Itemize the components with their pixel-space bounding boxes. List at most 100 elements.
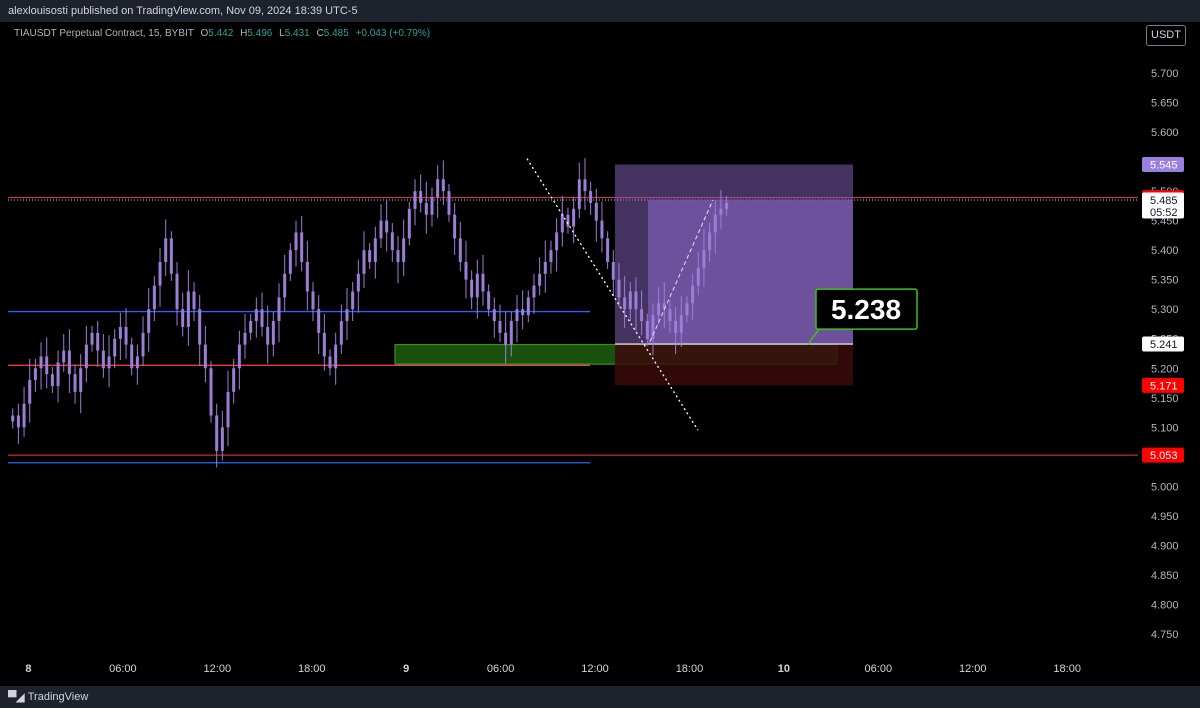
candle-body bbox=[175, 273, 179, 310]
candle bbox=[181, 292, 185, 337]
candle bbox=[124, 308, 128, 359]
candle bbox=[651, 303, 655, 356]
candle bbox=[685, 296, 689, 323]
candle bbox=[50, 367, 54, 394]
candle bbox=[617, 263, 621, 307]
candle bbox=[254, 297, 258, 338]
candle-body bbox=[702, 250, 706, 268]
candle-body bbox=[84, 344, 88, 369]
candle bbox=[243, 313, 247, 359]
candle-body bbox=[56, 362, 60, 386]
change-value: +0.043 (+0.79%) bbox=[355, 28, 431, 39]
candle-body bbox=[232, 368, 236, 392]
candle-body bbox=[424, 202, 428, 215]
candle bbox=[266, 305, 270, 364]
candle bbox=[198, 295, 202, 366]
candle bbox=[135, 344, 139, 385]
candle-body bbox=[317, 309, 321, 333]
candle-body bbox=[362, 250, 366, 274]
currency-button[interactable]: USDT bbox=[1146, 25, 1186, 46]
candle bbox=[424, 181, 428, 234]
price-callout: 5.238 bbox=[807, 288, 918, 345]
candle-body bbox=[657, 303, 661, 316]
candle-body bbox=[538, 273, 542, 286]
candle bbox=[611, 250, 615, 297]
candle-body bbox=[209, 368, 213, 416]
price-tag-support-red: 5.053 bbox=[1142, 447, 1184, 463]
candle-body bbox=[594, 202, 598, 221]
candle-body bbox=[419, 191, 423, 203]
candle bbox=[441, 160, 445, 206]
candle bbox=[481, 254, 485, 306]
candle-body bbox=[691, 285, 695, 304]
price-tick: 4.800 bbox=[1151, 599, 1179, 611]
candle-body bbox=[583, 179, 587, 192]
candle-body bbox=[220, 427, 224, 451]
candle bbox=[373, 226, 377, 279]
candle-body bbox=[181, 309, 185, 327]
candle bbox=[413, 179, 417, 226]
price-tick: 4.750 bbox=[1151, 629, 1179, 641]
candle-body bbox=[589, 191, 593, 203]
candle-body bbox=[475, 273, 479, 298]
candle bbox=[351, 282, 355, 322]
time-tick: 18:00 bbox=[298, 663, 326, 675]
price-tick: 5.100 bbox=[1151, 422, 1179, 434]
candle-body bbox=[294, 232, 298, 251]
candle-body bbox=[288, 250, 292, 274]
candle bbox=[702, 228, 706, 287]
candle-body bbox=[515, 309, 519, 322]
candle-body bbox=[600, 220, 604, 239]
candle-body bbox=[549, 250, 553, 262]
price-tag-text: 5.171 bbox=[1150, 380, 1178, 392]
time-tick: 12:00 bbox=[204, 663, 232, 675]
price-tick: 5.600 bbox=[1151, 127, 1179, 139]
candle bbox=[725, 195, 729, 216]
candle-body bbox=[345, 309, 349, 322]
projection-line bbox=[649, 199, 714, 342]
brand-label: TradingView bbox=[27, 691, 89, 703]
candle-body bbox=[118, 326, 122, 339]
time-tick: 06:00 bbox=[109, 663, 137, 675]
candle-body bbox=[283, 273, 287, 298]
price-chart[interactable]: 5.2385.7005.6505.6005.5505.5005.4505.400… bbox=[0, 22, 1200, 686]
chart-area[interactable]: 5.2385.7005.6505.6005.5505.5005.4505.400… bbox=[0, 22, 1200, 686]
candle bbox=[45, 337, 49, 389]
candle-body bbox=[147, 309, 151, 333]
candle-body bbox=[152, 285, 156, 310]
brand[interactable]: ▀◢ TradingView bbox=[8, 690, 88, 704]
candle bbox=[713, 200, 717, 254]
candle-body bbox=[45, 356, 49, 375]
candle bbox=[90, 325, 94, 352]
candle bbox=[390, 222, 394, 262]
candle bbox=[33, 358, 37, 392]
candle-body bbox=[498, 321, 502, 333]
candle-body bbox=[107, 356, 111, 369]
candle bbox=[691, 273, 695, 320]
price-tick: 5.650 bbox=[1151, 98, 1179, 110]
candle-body bbox=[164, 238, 168, 262]
candle bbox=[606, 231, 610, 270]
candle bbox=[419, 174, 423, 213]
candle bbox=[113, 329, 117, 369]
candle bbox=[504, 311, 508, 364]
candle-body bbox=[260, 309, 264, 327]
time-tick: 18:00 bbox=[676, 663, 704, 675]
candle-body bbox=[28, 380, 32, 404]
candle-body bbox=[504, 332, 508, 345]
candle bbox=[232, 358, 236, 404]
plot-background bbox=[8, 22, 1138, 654]
candle bbox=[141, 316, 145, 366]
candle bbox=[73, 364, 77, 404]
candle bbox=[62, 334, 66, 372]
candle bbox=[447, 184, 451, 222]
time-tick: 10 bbox=[778, 663, 790, 675]
price-tag-entry: 5.241 bbox=[1142, 336, 1184, 352]
candle-body bbox=[169, 238, 173, 274]
price-tick: 4.900 bbox=[1151, 540, 1179, 552]
candle-body bbox=[79, 368, 83, 392]
candle bbox=[436, 165, 440, 219]
candle bbox=[84, 325, 88, 383]
candle-body bbox=[11, 415, 15, 422]
